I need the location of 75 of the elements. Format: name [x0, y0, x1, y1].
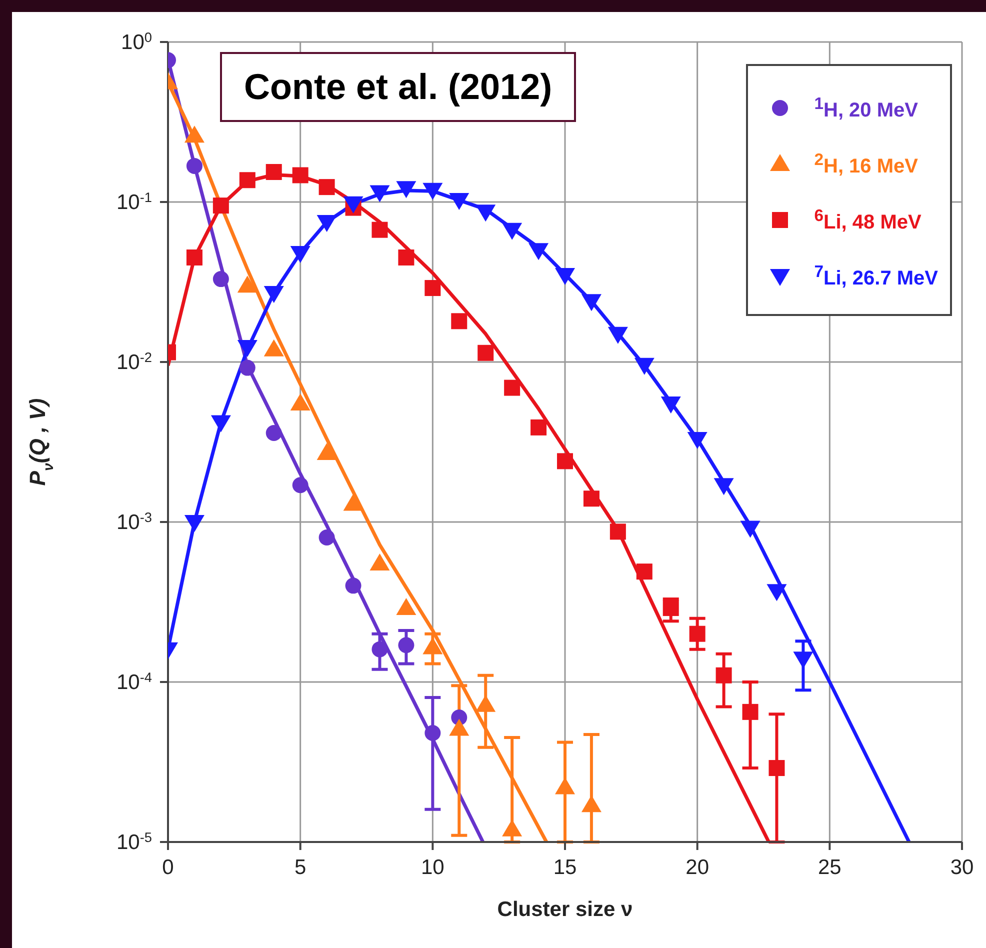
- point: [372, 641, 388, 658]
- legend-label: $^{1}$H, 20 MeV: [814, 94, 918, 122]
- point: [186, 249, 202, 266]
- x-tick-label: 15: [553, 856, 577, 879]
- x-tick-label: 5: [294, 856, 306, 879]
- point: [530, 419, 547, 436]
- annotation: Conte et al. (2012): [220, 52, 576, 122]
- point: [345, 578, 362, 594]
- point: [210, 415, 231, 432]
- point: [555, 268, 575, 285]
- point: [636, 564, 652, 580]
- x-tick-label: 0: [162, 856, 174, 879]
- x-tick-label: 20: [686, 856, 710, 879]
- point: [264, 286, 284, 303]
- legend-label: $^{2}$H, 16 MeV: [814, 150, 918, 178]
- point: [557, 453, 573, 470]
- point: [660, 396, 681, 414]
- point: [212, 198, 229, 214]
- point: [476, 204, 496, 222]
- point: [740, 520, 760, 538]
- point: [662, 600, 679, 616]
- y-tick-label: 10$^{-2}$: [116, 350, 152, 374]
- point: [370, 185, 390, 202]
- point: [186, 158, 202, 174]
- x-tick-label: 30: [950, 856, 974, 879]
- point: [398, 249, 414, 266]
- point: [581, 795, 602, 812]
- legend-label: $^{7}$Li, 26.7 MeV: [814, 262, 938, 290]
- point: [398, 637, 414, 654]
- x-tick-label: 10: [420, 856, 444, 879]
- point: [318, 530, 335, 546]
- x-axis-title: Cluster size ν: [497, 898, 633, 921]
- point: [581, 294, 602, 312]
- point: [239, 360, 256, 376]
- y-tick-label: 10$^{-1}$: [116, 190, 152, 214]
- point: [528, 243, 549, 260]
- point: [266, 424, 282, 441]
- point: [716, 667, 732, 684]
- point: [318, 179, 335, 196]
- y-tick-label: 10$^{-5}$: [116, 830, 152, 854]
- point: [292, 167, 308, 184]
- point: [583, 490, 600, 507]
- point: [424, 725, 441, 741]
- point: [742, 704, 758, 720]
- point: [292, 477, 308, 494]
- point: [343, 196, 364, 214]
- point: [212, 271, 229, 288]
- point: [634, 358, 654, 375]
- point: [449, 192, 470, 210]
- point: [290, 246, 310, 263]
- point: [504, 380, 520, 396]
- point: [422, 637, 443, 654]
- point: [237, 340, 258, 358]
- point: [422, 182, 443, 200]
- point: [239, 172, 256, 188]
- y-tick-label: 10$^{-4}$: [116, 670, 152, 694]
- point: [424, 280, 441, 296]
- point: [372, 222, 388, 238]
- y-tick-label: 10$^{0}$: [121, 30, 152, 54]
- point: [449, 718, 470, 736]
- point: [370, 554, 390, 571]
- point: [451, 313, 468, 330]
- point: [768, 760, 785, 776]
- point: [610, 524, 626, 540]
- point: [396, 598, 416, 616]
- legend-label: $^{6}$Li, 48 MeV: [814, 206, 922, 234]
- point: [689, 626, 706, 642]
- point: [316, 214, 337, 232]
- point: [502, 222, 522, 240]
- point: [266, 164, 282, 180]
- y-tick-label: 10$^{-3}$: [116, 510, 152, 534]
- point: [478, 344, 494, 361]
- point: [396, 181, 416, 198]
- x-tick-label: 25: [818, 856, 842, 879]
- point: [608, 326, 628, 344]
